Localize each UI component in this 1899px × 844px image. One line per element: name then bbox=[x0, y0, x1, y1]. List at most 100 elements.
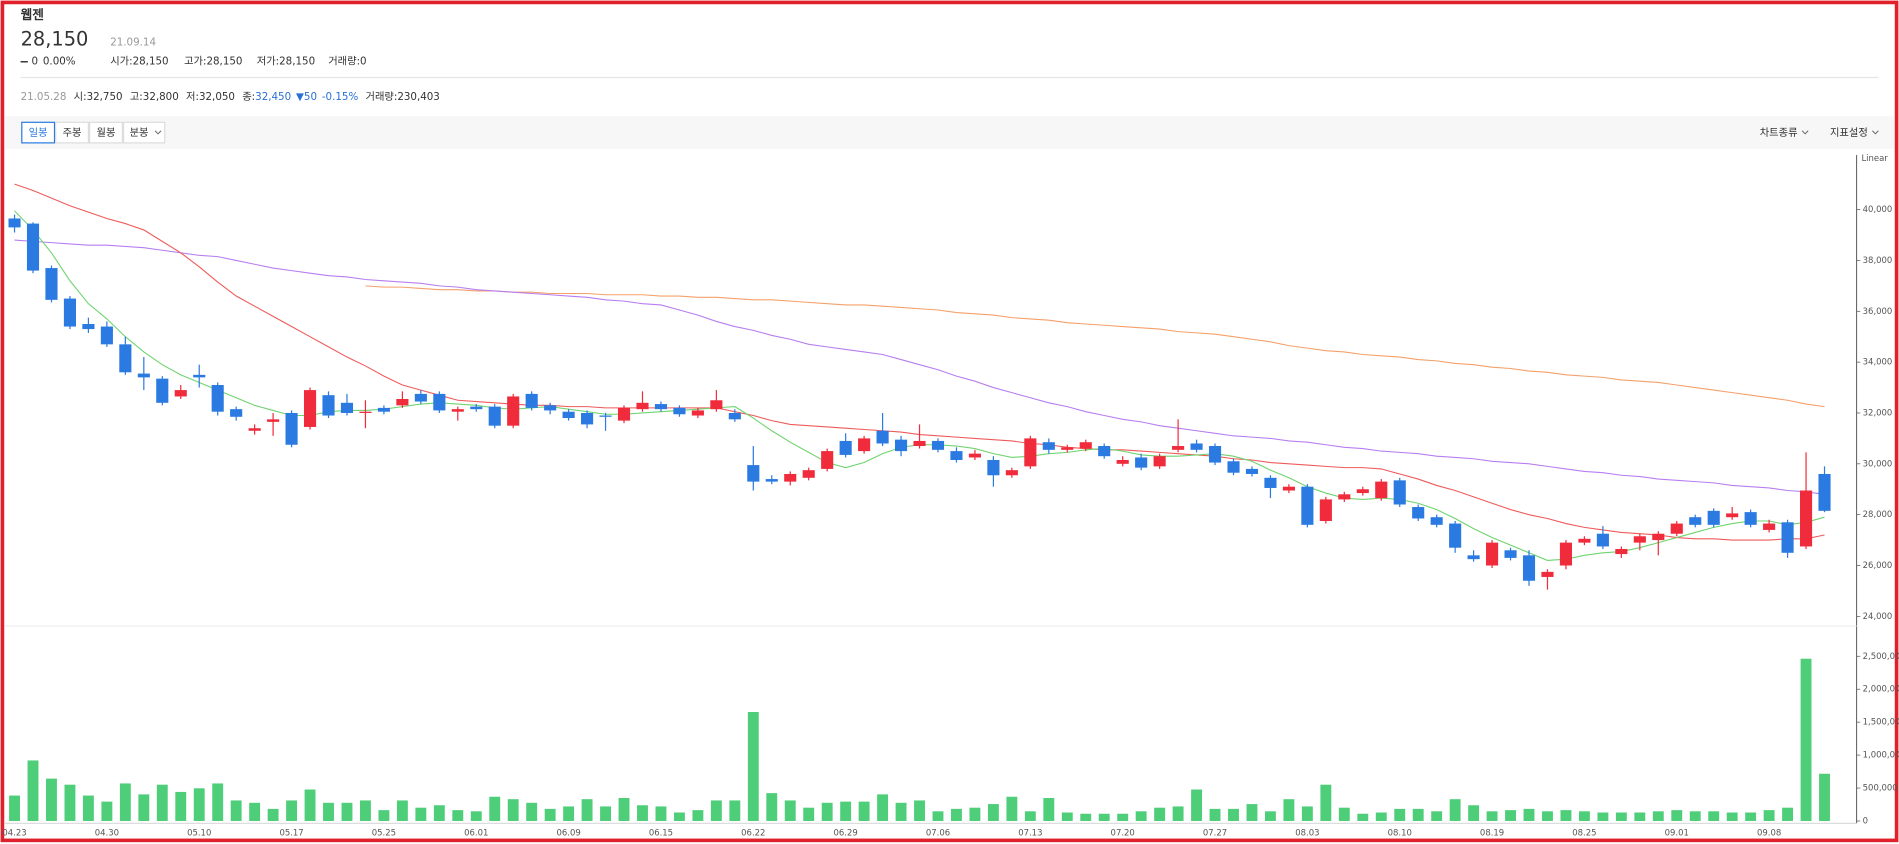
volume-bar bbox=[1246, 804, 1258, 821]
candle-body bbox=[1486, 542, 1499, 566]
candle-body bbox=[1615, 548, 1628, 555]
period-button[interactable] bbox=[122, 121, 166, 144]
selected-change-pct: -0.15% bbox=[322, 91, 359, 103]
candle-body bbox=[1467, 555, 1480, 560]
x-tick-label: 05.25 bbox=[372, 828, 396, 838]
stat-value: 28,150 bbox=[133, 56, 169, 68]
period-button[interactable] bbox=[55, 121, 90, 144]
volume-bar bbox=[1634, 812, 1646, 821]
volume-bar bbox=[1745, 812, 1757, 821]
y-tick-label: 2,500,000 bbox=[1863, 651, 1899, 661]
candle-body bbox=[1522, 555, 1536, 581]
volume-bar bbox=[1726, 812, 1738, 821]
volume-bar bbox=[1209, 808, 1221, 821]
candle-body bbox=[544, 405, 557, 411]
candle-body bbox=[1375, 481, 1388, 499]
candle-body bbox=[1799, 490, 1813, 547]
volume-bar bbox=[46, 778, 57, 821]
period-label[interactable]: 일봉 bbox=[29, 127, 48, 139]
stats: 시가:28,150 고가:28,150 저가:28,150 거래량:0 bbox=[110, 56, 366, 68]
y-tick-label: 36,000 bbox=[1863, 306, 1893, 316]
candle-body bbox=[1670, 523, 1683, 534]
candle-body bbox=[1689, 517, 1702, 525]
period-label[interactable]: 주봉 bbox=[63, 127, 82, 139]
y-tick-label: 34,000 bbox=[1863, 357, 1893, 367]
candle-body bbox=[1005, 470, 1018, 476]
candle-body bbox=[1633, 536, 1646, 543]
period-button[interactable] bbox=[21, 121, 56, 144]
candle-body bbox=[876, 430, 889, 444]
candle-body bbox=[784, 473, 797, 482]
menu-label[interactable]: 차트종류 bbox=[1760, 127, 1798, 139]
candle-body bbox=[1744, 512, 1757, 525]
menu-label[interactable]: 지표설정 bbox=[1830, 127, 1868, 139]
item-value: 32,450 bbox=[255, 91, 291, 103]
stock-name: 웹젠 bbox=[21, 7, 44, 22]
candle-body bbox=[913, 440, 926, 447]
volume-bar bbox=[1154, 807, 1166, 821]
item-value: 32,050 bbox=[199, 91, 235, 103]
candle-body bbox=[119, 344, 132, 373]
candle-body bbox=[396, 398, 409, 406]
volume-bar bbox=[1006, 796, 1018, 821]
selected-change: ▼50 bbox=[296, 91, 317, 103]
volume-bar bbox=[544, 808, 556, 821]
volume-bar bbox=[1375, 812, 1387, 821]
candle-body bbox=[1042, 442, 1055, 450]
volume-bar bbox=[1560, 810, 1572, 821]
candle-body bbox=[1412, 507, 1425, 519]
volume-bar bbox=[267, 808, 279, 821]
candle-body bbox=[100, 326, 113, 345]
volume-bar bbox=[1301, 806, 1313, 821]
volume-bar bbox=[784, 800, 796, 821]
x-tick-label: 07.13 bbox=[1018, 828, 1042, 838]
period-label[interactable]: 월봉 bbox=[97, 127, 116, 139]
candle-body bbox=[63, 298, 76, 327]
volume-bar bbox=[507, 799, 519, 821]
volume-bar bbox=[286, 800, 298, 821]
candle-body bbox=[1578, 538, 1591, 543]
chevron bbox=[1872, 130, 1879, 135]
volume-bar bbox=[618, 797, 630, 821]
period-label[interactable]: 분봉 bbox=[130, 127, 149, 139]
change: 0 bbox=[31, 56, 38, 68]
volume-bar bbox=[951, 808, 962, 821]
y-tick-label: 26,000 bbox=[1863, 560, 1893, 570]
candle-body bbox=[581, 412, 594, 425]
candle-body bbox=[1153, 456, 1166, 467]
selected-date: 21.05.28 bbox=[21, 91, 67, 103]
x-tick-label: 06.22 bbox=[741, 828, 765, 838]
candle-body bbox=[636, 402, 649, 410]
chevron bbox=[1801, 130, 1809, 135]
item-label: 고: bbox=[130, 91, 143, 103]
candle-body bbox=[137, 373, 150, 378]
volume-bar bbox=[396, 800, 408, 821]
y-tick-label: 30,000 bbox=[1863, 458, 1893, 468]
volume-bar bbox=[673, 812, 685, 821]
candle-body bbox=[858, 438, 871, 452]
volume-bar bbox=[64, 784, 76, 821]
stat-label: 고가: bbox=[184, 56, 206, 68]
candle-body bbox=[1024, 438, 1037, 467]
candle-body bbox=[802, 470, 815, 478]
candle-body bbox=[1338, 494, 1351, 500]
volume-bar bbox=[1615, 812, 1627, 821]
volume-bar bbox=[378, 810, 390, 821]
volume-bar bbox=[1338, 807, 1350, 821]
stat-label: 거래량: bbox=[328, 56, 360, 68]
x-tick-label: 08.25 bbox=[1572, 828, 1596, 838]
period-button[interactable] bbox=[89, 121, 123, 144]
candle-body bbox=[156, 378, 169, 403]
volume-bar bbox=[138, 794, 150, 821]
candle-body bbox=[599, 415, 612, 417]
change-pct: 0.00% bbox=[43, 56, 76, 68]
candle-body bbox=[1301, 486, 1314, 525]
candle-body bbox=[1227, 461, 1240, 473]
y-tick-label: 32,000 bbox=[1863, 407, 1893, 417]
volume-bar bbox=[82, 795, 94, 821]
stat: 시가:28,150 bbox=[110, 56, 168, 68]
volume-bar bbox=[1357, 813, 1369, 821]
candle-body bbox=[211, 385, 224, 412]
